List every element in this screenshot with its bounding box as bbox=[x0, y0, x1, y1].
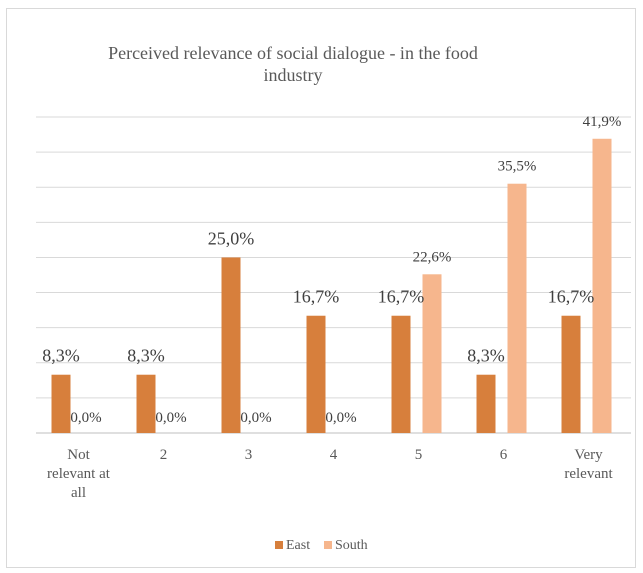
legend-label: South bbox=[335, 538, 368, 553]
category-label: Very relevant bbox=[564, 447, 613, 482]
data-label-east: 8,3% bbox=[42, 346, 80, 366]
category-label-line: 5 bbox=[415, 447, 423, 463]
category-label-line: 4 bbox=[330, 447, 338, 463]
category-label-line: all bbox=[71, 485, 86, 501]
data-label-south: 35,5% bbox=[498, 159, 537, 175]
data-label-east: 16,7% bbox=[548, 287, 595, 307]
legend-swatch bbox=[275, 541, 283, 549]
category-label: 2 bbox=[160, 447, 168, 463]
data-label-east: 8,3% bbox=[127, 346, 165, 366]
bar-east bbox=[306, 315, 326, 433]
data-labels: 8,3% 0,0% 8,3% 0,0% 25,0% 0,0% 16,7% 0,0% 16,7% 2… bbox=[42, 114, 621, 426]
category-label-line: 2 bbox=[160, 447, 168, 463]
legend-item-south: South bbox=[324, 538, 368, 553]
category-label: 4 bbox=[330, 447, 338, 463]
bar-south bbox=[507, 183, 527, 433]
category-label-line: Very bbox=[574, 447, 603, 463]
data-label-east: 16,7% bbox=[378, 287, 425, 307]
bar-east bbox=[136, 374, 156, 433]
bar-east bbox=[561, 315, 581, 433]
bar-east bbox=[476, 374, 496, 433]
data-label-south: 22,6% bbox=[413, 249, 452, 265]
gridlines bbox=[36, 116, 631, 434]
bar-east bbox=[51, 374, 71, 433]
category-label: 5 bbox=[415, 447, 423, 463]
data-label-south: 0,0% bbox=[155, 410, 186, 426]
legend-label: East bbox=[286, 538, 310, 553]
bar-east bbox=[221, 257, 241, 433]
category-label-line: 3 bbox=[245, 447, 253, 463]
bar-chart: Perceived relevance of social dialogue -… bbox=[36, 43, 631, 553]
bar-south bbox=[592, 138, 612, 433]
bars bbox=[51, 138, 612, 433]
category-label-line: Not bbox=[67, 447, 90, 463]
category-label: 3 bbox=[245, 447, 253, 463]
category-label-line: relevant bbox=[564, 466, 613, 482]
category-label: 6 bbox=[500, 447, 508, 463]
data-label-east: 8,3% bbox=[467, 346, 505, 366]
chart-title-line: industry bbox=[263, 65, 322, 85]
data-label-south: 0,0% bbox=[325, 410, 356, 426]
chart-title: Perceived relevance of social dialogue -… bbox=[108, 43, 478, 85]
bar-east bbox=[391, 315, 411, 433]
category-label-line: 6 bbox=[500, 447, 508, 463]
data-label-east: 16,7% bbox=[293, 287, 340, 307]
legend: East South bbox=[275, 538, 368, 553]
legend-item-east: East bbox=[275, 538, 310, 553]
data-label-south: 0,0% bbox=[240, 410, 271, 426]
bar-south bbox=[422, 274, 442, 433]
category-label-line: relevant at bbox=[47, 466, 111, 482]
data-label-east: 25,0% bbox=[208, 228, 255, 248]
chart-frame: Perceived relevance of social dialogue -… bbox=[6, 8, 636, 568]
data-label-south: 0,0% bbox=[70, 410, 101, 426]
category-label: Not relevant at all bbox=[47, 447, 111, 501]
chart-title-line: Perceived relevance of social dialogue -… bbox=[108, 43, 478, 63]
category-labels: Not relevant at all 2 3 4 5 6 Very relevant bbox=[47, 447, 613, 501]
data-label-south: 41,9% bbox=[583, 114, 622, 130]
legend-swatch bbox=[324, 541, 332, 549]
